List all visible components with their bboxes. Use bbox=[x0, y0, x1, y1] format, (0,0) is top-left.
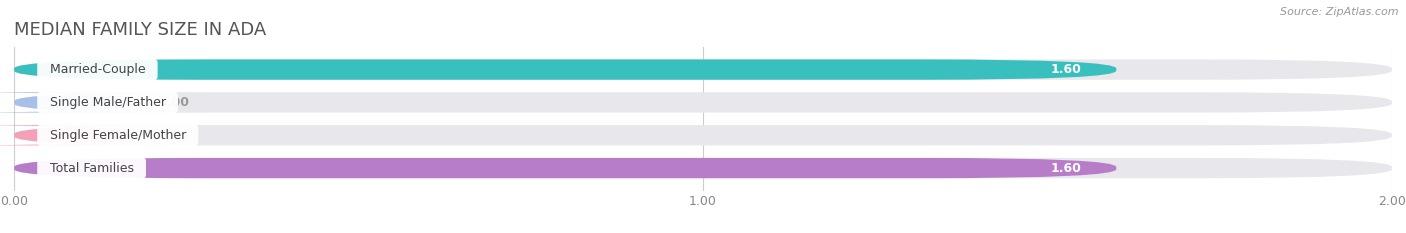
FancyBboxPatch shape bbox=[14, 158, 1392, 178]
FancyBboxPatch shape bbox=[14, 158, 1116, 178]
FancyBboxPatch shape bbox=[14, 92, 1392, 113]
FancyBboxPatch shape bbox=[0, 92, 207, 113]
Text: 0.00: 0.00 bbox=[159, 129, 190, 142]
Text: 0.00: 0.00 bbox=[159, 96, 190, 109]
FancyBboxPatch shape bbox=[0, 125, 207, 145]
Text: 1.60: 1.60 bbox=[1052, 63, 1083, 76]
FancyBboxPatch shape bbox=[14, 125, 1392, 145]
Text: Source: ZipAtlas.com: Source: ZipAtlas.com bbox=[1281, 7, 1399, 17]
FancyBboxPatch shape bbox=[14, 59, 1116, 80]
Text: Single Female/Mother: Single Female/Mother bbox=[42, 129, 194, 142]
Text: MEDIAN FAMILY SIZE IN ADA: MEDIAN FAMILY SIZE IN ADA bbox=[14, 21, 266, 39]
Text: Total Families: Total Families bbox=[42, 161, 142, 175]
Text: Married-Couple: Married-Couple bbox=[42, 63, 153, 76]
Text: 1.60: 1.60 bbox=[1052, 161, 1083, 175]
Text: Single Male/Father: Single Male/Father bbox=[42, 96, 173, 109]
FancyBboxPatch shape bbox=[14, 59, 1392, 80]
